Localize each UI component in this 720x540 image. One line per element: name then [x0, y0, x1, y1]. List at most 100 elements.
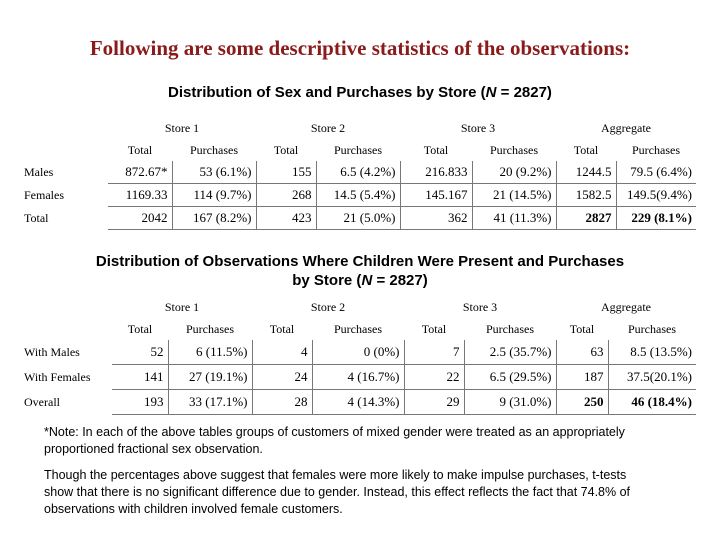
- group-header: Store 3: [460, 120, 496, 135]
- data-cell: 2.5 (35.7%): [464, 340, 557, 365]
- data-cell: 29: [404, 389, 465, 415]
- corner-cell: [24, 296, 112, 318]
- data-cell: 216.833: [400, 161, 473, 184]
- row-label: Overall: [24, 394, 60, 409]
- data-cell: 193: [112, 389, 169, 415]
- table2-caption-suffix: = 2827): [372, 272, 428, 289]
- data-cell: 28: [252, 389, 313, 415]
- column-header: Total: [421, 321, 447, 336]
- table-row: Total 2042 167 (8.2%) 423 21 (5.0%) 362 …: [24, 206, 696, 230]
- row-label: Females: [24, 187, 64, 202]
- data-cell: 2827: [556, 206, 617, 230]
- data-cell: 250: [556, 389, 609, 415]
- column-header: Total: [127, 142, 153, 157]
- footnote: *Note: In each of the above tables group…: [44, 425, 625, 456]
- column-header: Total: [423, 142, 449, 157]
- table2-caption-n: N: [361, 272, 373, 289]
- data-cell: 63: [556, 340, 609, 365]
- data-cell: 4 (14.3%): [312, 389, 405, 415]
- column-header: Total: [273, 142, 299, 157]
- data-cell: 167 (8.2%): [172, 206, 257, 230]
- data-cell: 21 (14.5%): [472, 183, 557, 207]
- corner-cell: [24, 318, 112, 340]
- group-header: Aggregate: [601, 299, 651, 314]
- data-cell: 362: [400, 206, 473, 230]
- data-cell: 24: [252, 364, 313, 390]
- table2-caption: Distribution of Observations Where Child…: [20, 252, 700, 290]
- column-header: Total: [269, 321, 295, 336]
- group-header: Store 3: [462, 299, 498, 314]
- group-header: Store 2: [310, 120, 346, 135]
- data-cell: 145.167: [400, 183, 473, 207]
- column-header: Purchases: [334, 142, 382, 157]
- corner-cell: [24, 139, 108, 161]
- corner-cell: [24, 117, 108, 139]
- table1-caption-suffix: = 2827): [496, 84, 552, 101]
- data-cell: 21 (5.0%): [316, 206, 401, 230]
- group-header: Aggregate: [601, 120, 651, 135]
- column-header: Purchases: [334, 321, 382, 336]
- data-cell: 872.67*: [108, 161, 173, 184]
- data-cell: 14.5 (5.4%): [316, 183, 401, 207]
- data-cell: 4 (16.7%): [312, 364, 405, 390]
- column-header: Total: [573, 142, 599, 157]
- data-cell: 0 (0%): [312, 340, 405, 365]
- data-cell: 20 (9.2%): [472, 161, 557, 184]
- table-row: With Males 52 6 (11.5%) 4 0 (0%) 7 2.5 (…: [24, 340, 696, 365]
- table2-caption-prefix: by Store (: [292, 272, 362, 289]
- column-header: Purchases: [486, 321, 534, 336]
- data-cell: 37.5(20.1%): [608, 364, 696, 390]
- data-cell: 6.5 (29.5%): [464, 364, 557, 390]
- data-cell: 79.5 (6.4%): [616, 161, 696, 184]
- data-cell: 22: [404, 364, 465, 390]
- table2-caption-line1: Distribution of Observations Where Child…: [95, 253, 625, 270]
- data-cell: 41 (11.3%): [472, 206, 557, 230]
- data-cell: 8.5 (13.5%): [608, 340, 696, 365]
- data-cell: 423: [256, 206, 317, 230]
- data-cell: 53 (6.1%): [172, 161, 257, 184]
- column-header: Total: [127, 321, 153, 336]
- data-cell: 27 (19.1%): [168, 364, 253, 390]
- column-header: Total: [569, 321, 595, 336]
- data-cell: 1244.5: [556, 161, 617, 184]
- page-title: Following are some descriptive statistic…: [89, 36, 631, 60]
- data-cell: 9 (31.0%): [464, 389, 557, 415]
- table1-caption-n: N: [485, 84, 497, 101]
- data-cell: 149.5(9.4%): [616, 183, 696, 207]
- table-row: Males 872.67* 53 (6.1%) 155 6.5 (4.2%) 2…: [24, 161, 696, 184]
- column-header: Purchases: [186, 321, 234, 336]
- column-header: Purchases: [190, 142, 238, 157]
- table-row: Females 1169.33 114 (9.7%) 268 14.5 (5.4…: [24, 183, 696, 207]
- data-cell: 2042: [108, 206, 173, 230]
- group-header: Store 2: [310, 299, 346, 314]
- row-label: Total: [24, 210, 49, 225]
- data-cell: 4: [252, 340, 313, 365]
- table-row: Overall 193 33 (17.1%) 28 4 (14.3%) 29 9…: [24, 389, 696, 415]
- data-cell: 52: [112, 340, 169, 365]
- column-header: Purchases: [490, 142, 538, 157]
- data-cell: 7: [404, 340, 465, 365]
- data-cell: 1169.33: [108, 183, 173, 207]
- data-cell: 1582.5: [556, 183, 617, 207]
- table1-caption: Distribution of Sex and Purchases by Sto…: [60, 84, 660, 101]
- column-header: Purchases: [628, 321, 676, 336]
- row-label: Males: [24, 164, 54, 179]
- group-header: Store 1: [164, 299, 200, 314]
- row-label: With Females: [24, 369, 91, 384]
- group-header: Store 1: [164, 120, 200, 135]
- data-cell: 229 (8.1%): [616, 206, 696, 230]
- table-row: With Females 141 27 (19.1%) 24 4 (16.7%)…: [24, 364, 696, 390]
- data-cell: 141: [112, 364, 169, 390]
- children-purchases-table: Store 1 Store 2 Store 3 Aggregate Total …: [24, 296, 696, 415]
- data-cell: 6.5 (4.2%): [316, 161, 401, 184]
- data-cell: 114 (9.7%): [172, 183, 257, 207]
- data-cell: 268: [256, 183, 317, 207]
- data-cell: 46 (18.4%): [608, 389, 696, 415]
- sex-purchases-table: Store 1 Store 2 Store 3 Aggregate Total …: [24, 117, 696, 230]
- table2-caption-line2: by Store (N = 2827): [20, 271, 700, 290]
- table1-caption-prefix: Distribution of Sex and Purchases by Sto…: [168, 84, 486, 101]
- data-cell: 33 (17.1%): [168, 389, 253, 415]
- data-cell: 187: [556, 364, 609, 390]
- data-cell: 6 (11.5%): [168, 340, 253, 365]
- conclusion-text: Though the percentages above suggest tha…: [44, 468, 631, 516]
